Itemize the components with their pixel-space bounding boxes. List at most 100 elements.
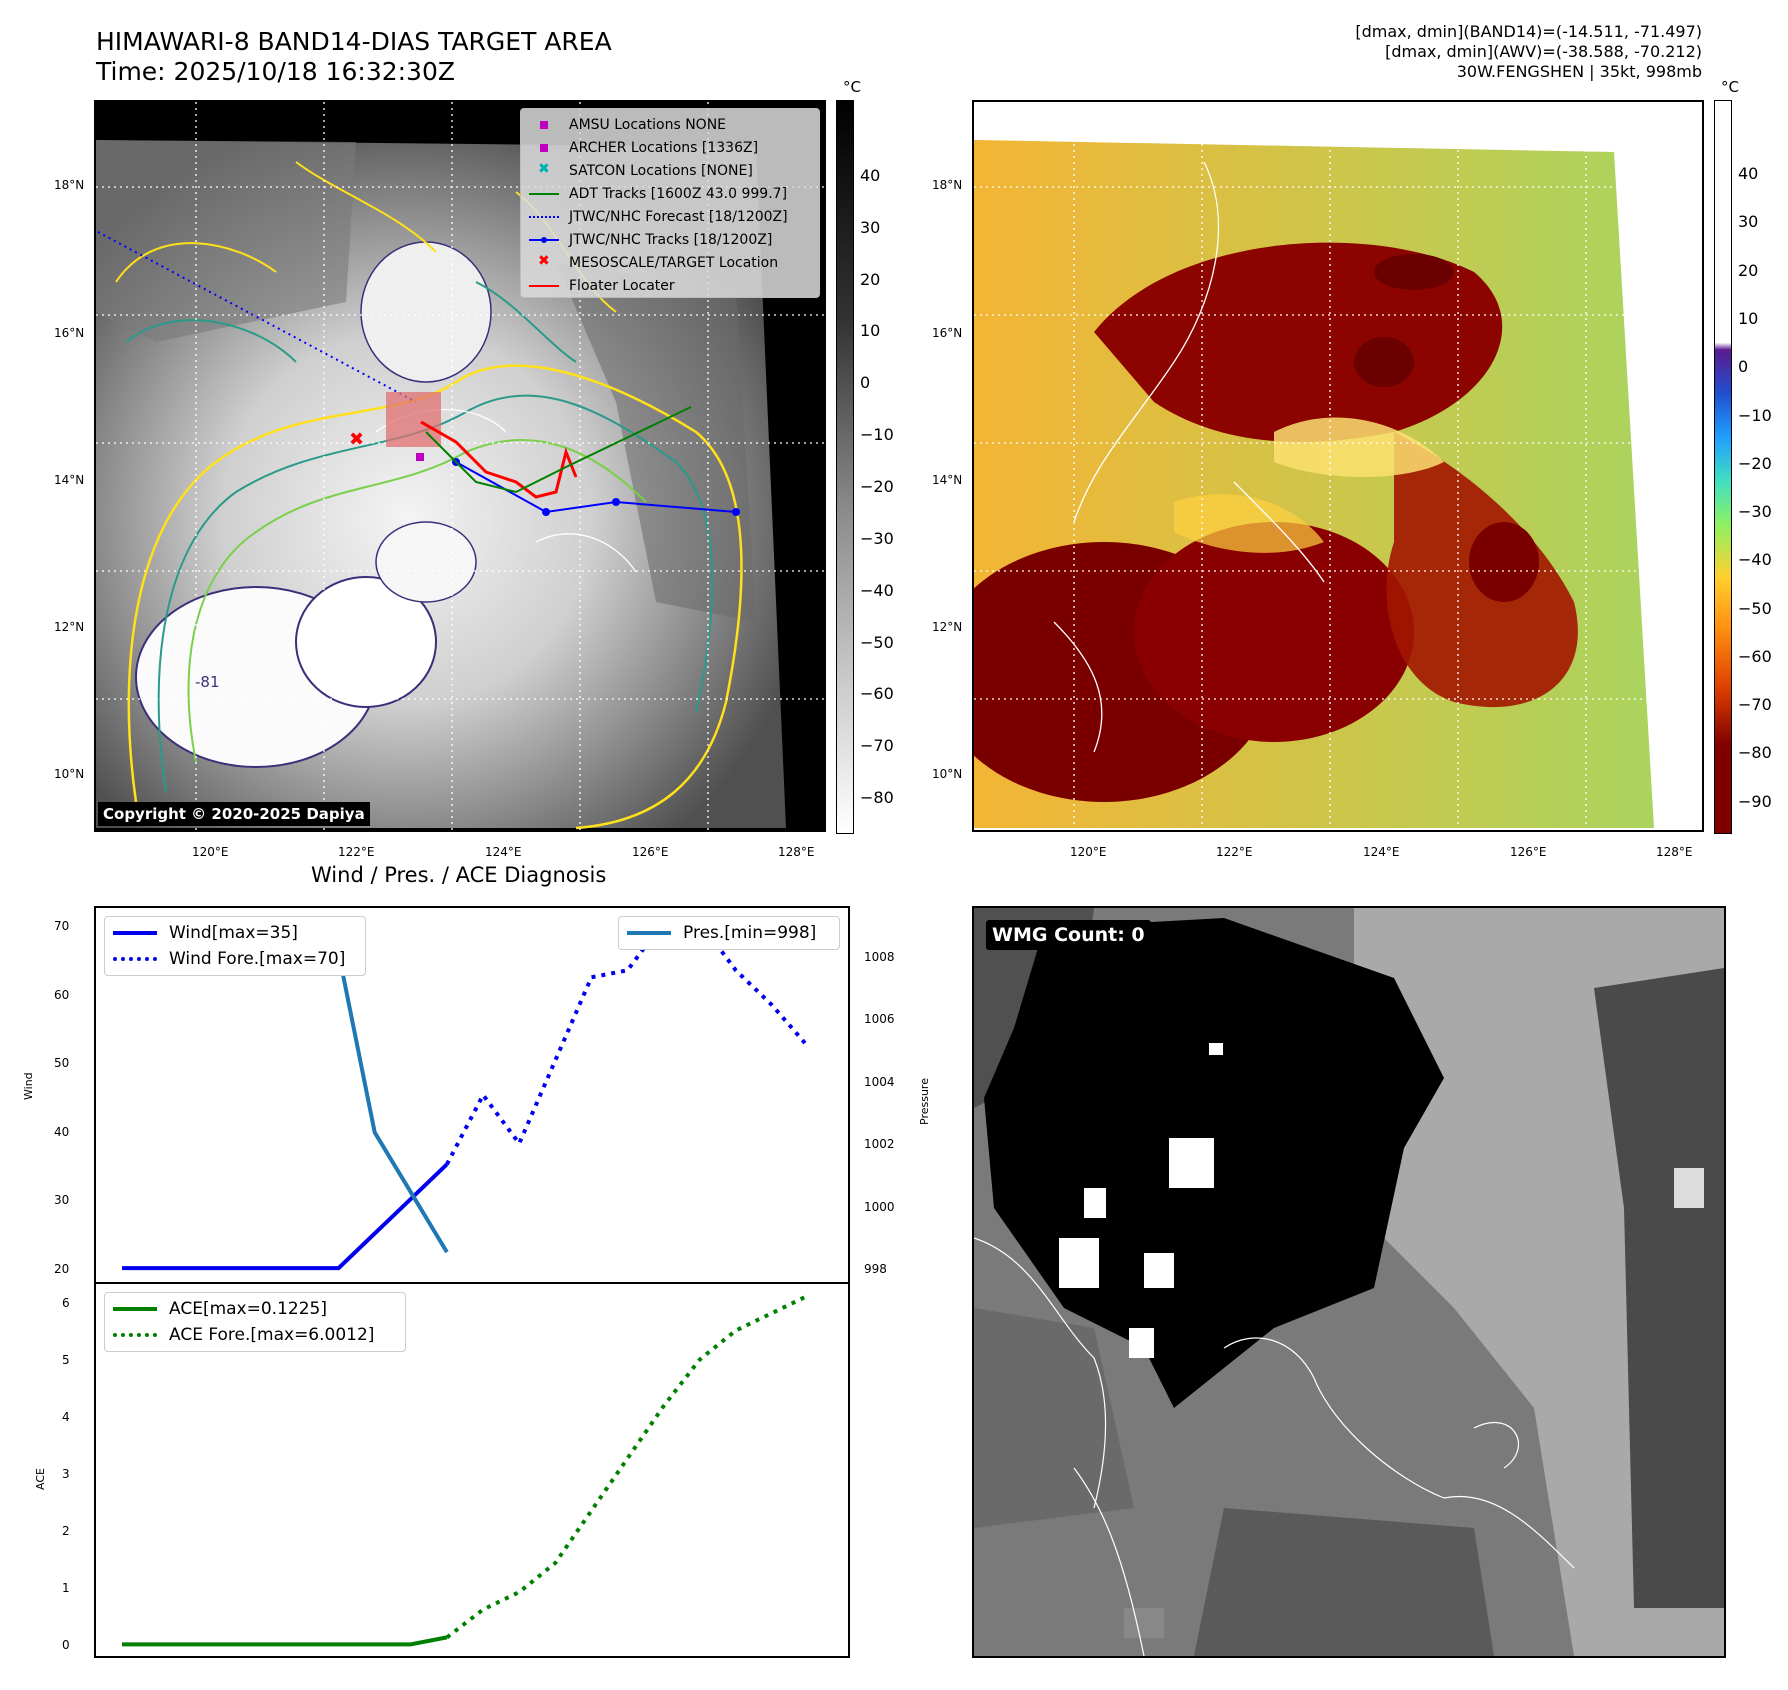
colorbar-tick-label: −40: [860, 580, 894, 600]
adt-track-line: [425, 406, 692, 494]
y-tick-label: 4: [62, 1410, 70, 1424]
y-tick-label: 1004: [864, 1074, 895, 1089]
colorbar-tick-label: −60: [1738, 646, 1772, 666]
colorbar-tick-label: −40: [1738, 550, 1772, 570]
pressure-legend: Pres.[min=998]: [618, 916, 840, 950]
wind-axis-label: Wind: [22, 1072, 35, 1100]
map-legend: AMSU Locations NONE ARCHER Locations [13…: [520, 108, 820, 298]
lat-tick: 18°N: [54, 178, 85, 192]
colorbar-tick-label: 30: [1738, 212, 1759, 232]
contour-label: -81: [195, 673, 220, 691]
square-marker-icon: [540, 120, 548, 129]
y-tick-label: 60: [54, 987, 70, 1002]
x-marker-icon: ✖: [538, 252, 550, 269]
line-icon: [529, 284, 559, 287]
colorbar-tick-label: −10: [1738, 405, 1772, 425]
header-storm-info: 30W.FENGSHEN | 35kt, 998mb: [1456, 62, 1702, 81]
wind-legend: Wind[max=35] Wind Fore.[max=70]: [104, 916, 366, 976]
y-tick-label: 1: [62, 1581, 70, 1595]
colorbar-tick-label: −10: [860, 425, 894, 445]
ace-legend: ACE[max=0.1225] ACE Fore.[max=6.0012]: [104, 1292, 406, 1352]
awv-map-panel: [972, 100, 1704, 832]
lat-tick: 10°N: [932, 767, 963, 781]
target-marker: ✖: [349, 429, 364, 450]
lon-tick: 120°E: [192, 845, 229, 859]
legend-item-ace-forecast: ACE Fore.[max=6.0012]: [113, 1322, 397, 1348]
line-icon: [113, 1307, 157, 1311]
series-line-1: [445, 919, 810, 1166]
y-tick-label: 1008: [864, 950, 895, 964]
awv-colorbar: [1714, 100, 1732, 834]
colorbar-tick-label: 20: [860, 269, 881, 289]
legend-item-adt: ADT Tracks [1600Z 43.0 999.7]: [529, 182, 811, 205]
legend-item-amsu: AMSU Locations NONE: [529, 113, 811, 136]
lon-tick: 124°E: [1363, 845, 1400, 859]
colorbar-tick-label: 0: [1738, 357, 1749, 377]
colorbar-tick-label: 30: [860, 217, 881, 237]
y-tick-label: 0: [62, 1638, 70, 1652]
y-tick-label: 998: [864, 1262, 887, 1276]
y-tick-label: 50: [54, 1056, 70, 1071]
legend-item-ace: ACE[max=0.1225]: [113, 1296, 397, 1322]
awv-map-image: [974, 102, 1702, 830]
line-icon: [627, 931, 671, 935]
chart-title: HIMAWARI-8 BAND14-DIAS TARGET AREA: [96, 27, 612, 56]
ir-colorbar: [836, 100, 854, 834]
lat-tick: 10°N: [54, 767, 85, 781]
lon-tick: 128°E: [778, 845, 815, 859]
pressure-axis-label: Pressure: [918, 1078, 931, 1125]
lon-tick: 124°E: [485, 845, 522, 859]
chart-time: Time: 2025/10/18 16:32:30Z: [96, 57, 455, 86]
colorbar-tick-label: 10: [860, 321, 881, 341]
lon-tick: 122°E: [1216, 845, 1253, 859]
y-tick-label: 30: [54, 1193, 70, 1208]
jtwc-forecast-line: [97, 231, 417, 403]
legend-item-target: ✖ MESOSCALE/TARGET Location: [538, 252, 779, 271]
ace-chart: ACE[max=0.1225] ACE Fore.[max=6.0012]: [94, 1282, 850, 1658]
lat-tick: 12°N: [932, 620, 963, 634]
line-icon: [113, 931, 157, 935]
legend-item-satcon: ✖ SATCON Locations [NONE]: [538, 160, 753, 179]
lon-tick: 122°E: [338, 845, 375, 859]
line-icon: [529, 192, 559, 195]
colorbar-unit: °C: [1721, 78, 1739, 96]
colorbar-tick-label: 10: [1738, 308, 1759, 328]
colorbar-tick-label: 0: [860, 373, 871, 393]
ace-plot: [122, 1293, 809, 1647]
y-tick-label: 1000: [864, 1199, 895, 1214]
lon-tick: 126°E: [632, 845, 669, 859]
colorbar-tick-label: −30: [860, 528, 894, 548]
wmg-count-badge: WMG Count: 0: [986, 920, 1151, 950]
colorbar-tick-label: −60: [860, 684, 894, 704]
header-band14-range: [dmax, dmin](BAND14)=(-14.511, -71.497): [1355, 22, 1702, 41]
colorbar-tick-label: −90: [1738, 791, 1772, 811]
header-awv-range: [dmax, dmin](AWV)=(-38.588, -70.212): [1385, 42, 1702, 61]
colorbar-tick-label: −50: [860, 632, 894, 652]
diagnosis-title: Wind / Pres. / ACE Diagnosis: [311, 863, 607, 887]
square-marker-icon: [540, 143, 548, 152]
lat-tick: 18°N: [932, 178, 963, 192]
y-tick-label: 1006: [864, 1012, 895, 1027]
lat-tick: 14°N: [54, 473, 85, 487]
dotted-line-icon: [113, 957, 157, 961]
wmg-image: [974, 908, 1724, 1656]
legend-item-floater: Floater Locater: [529, 274, 811, 297]
y-tick-label: 6: [62, 1296, 70, 1310]
colorbar-tick-label: 40: [1738, 164, 1759, 184]
series-line-0: [122, 1635, 448, 1647]
colorbar-tick-label: −80: [860, 788, 894, 808]
wind-pressure-chart: Wind[max=35] Wind Fore.[max=70] Pres.[mi…: [94, 906, 850, 1284]
y-tick-label: 40: [54, 1124, 70, 1139]
dotted-line-icon: [529, 215, 559, 218]
lat-tick: 16°N: [932, 326, 963, 340]
x-marker-icon: ✖: [538, 160, 550, 177]
legend-item-jtwc-tracks: JTWC/NHC Tracks [18/1200Z]: [529, 228, 811, 251]
lat-tick: 12°N: [54, 620, 85, 634]
colorbar-tick-label: −20: [1738, 453, 1772, 473]
colorbar-tick-label: 40: [860, 165, 881, 185]
y-tick-label: 2: [62, 1524, 70, 1538]
colorbar-tick-label: 20: [1738, 260, 1759, 280]
colorbar-tick-label: −20: [860, 477, 894, 497]
colorbar-tick-label: −80: [1738, 743, 1772, 763]
jtwc-track-line: [455, 461, 737, 514]
